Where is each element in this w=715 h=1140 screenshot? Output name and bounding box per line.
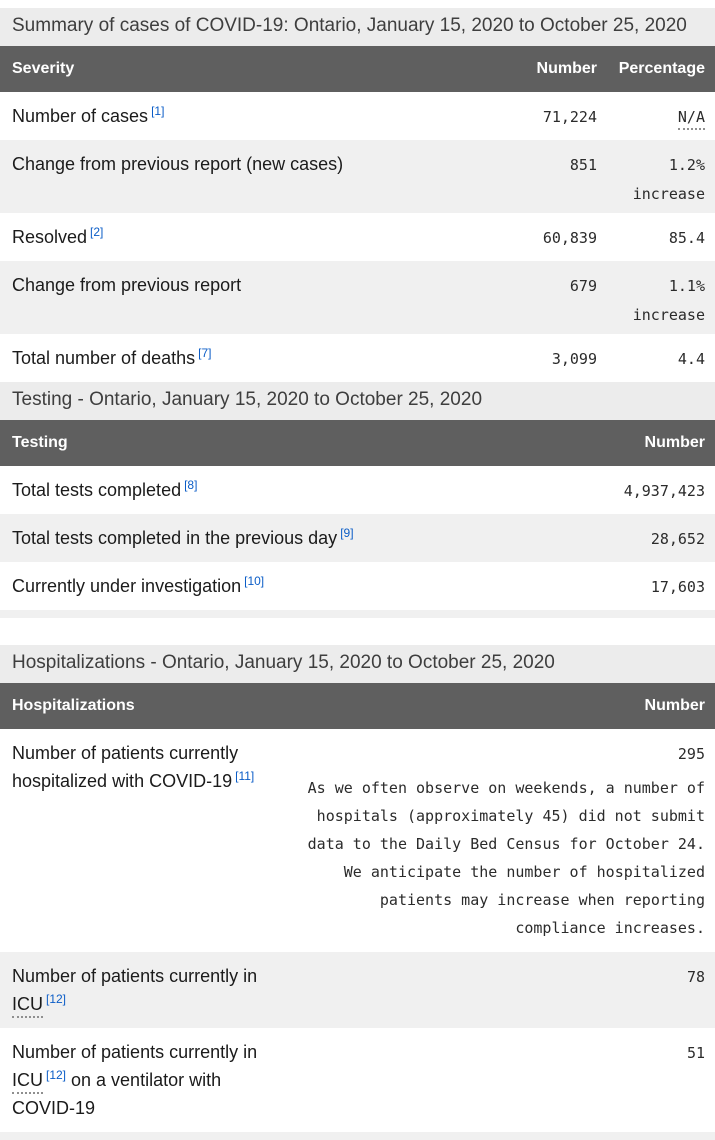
footnote-link-11[interactable]: [11] [235, 769, 255, 783]
cell-percentage: 4.4 [677, 350, 705, 368]
cell-number: 78 [686, 968, 705, 986]
row-label-tests-previous-day: Total tests completed in the previous da… [12, 526, 354, 548]
table-row: Change from previous report (new cases) … [0, 140, 715, 213]
table-row: Number of cases [1] 71,224 N/A [0, 92, 715, 140]
hospitalizations-table-caption: Hospitalizations - Ontario, January 15, … [0, 645, 715, 683]
top-spacer [0, 0, 715, 8]
cell-number: 17,603 [650, 578, 705, 596]
table-row: Resolved [2] 60,839 85.4 [0, 213, 715, 261]
summary-table-caption: Summary of cases of COVID-19: Ontario, J… [0, 8, 715, 46]
table-row: Change from previous report 679 1.1% incr… [0, 261, 715, 334]
row-label-number-of-cases: Number of cases [1] [12, 104, 165, 126]
table-row: Total number of deaths [7] 3,099 4.4 [0, 334, 715, 382]
hospitalizations-header-row: Hospitalizations Number [0, 683, 715, 729]
hospitalizations-col-hospitalizations: Hospitalizations [0, 683, 295, 729]
icu-abbr: ICU [12, 1070, 43, 1094]
cell-number: 28,652 [650, 530, 705, 548]
hospitalizations-col-number: Number [295, 683, 715, 729]
row-label-total-deaths: Total number of deaths [7] [12, 346, 212, 368]
cell-percentage: 1.2% increase [597, 140, 715, 213]
summary-header-row: Severity Number Percentage [0, 46, 715, 92]
cell-number: 679 [569, 277, 597, 295]
summary-col-number: Number [477, 46, 597, 92]
testing-table: Testing Number Total tests completed [8] … [0, 420, 715, 610]
table-row: Total tests completed in the previous da… [0, 514, 715, 562]
cell-number: 60,839 [542, 229, 597, 247]
cell-percentage: N/A [597, 92, 715, 140]
row-label-change-previous-report: Change from previous report [12, 275, 242, 295]
cell-number: 851 [569, 156, 597, 174]
table-row: Number of patients currently hospitalize… [0, 729, 715, 952]
table-row: Currently under investigation [10] 17,603 [0, 562, 715, 610]
table-row: Number of patients currently in ICU [12] … [0, 952, 715, 1028]
icu-abbr: ICU [12, 994, 43, 1018]
cell-number: 4,937,423 [623, 482, 705, 500]
section-gap [0, 618, 715, 645]
cell-number: 51 [686, 1044, 705, 1062]
row-label-resolved: Resolved [2] [12, 225, 104, 247]
row-label-under-investigation: Currently under investigation [10] [12, 574, 265, 596]
footnote-link-2[interactable]: [2] [90, 225, 104, 239]
hospitalizations-table: Hospitalizations Number Number of patien… [0, 683, 715, 1132]
footnote-link-12[interactable]: [12] [46, 1068, 67, 1082]
row-label-icu: Number of patients currently in ICU [12] [0, 952, 295, 1028]
hospitalization-reporting-note: As we often observe on weekends, a numbe… [307, 779, 705, 937]
row-label-hospitalized: Number of patients currently hospitalize… [12, 743, 255, 791]
row-label-change-new-cases: Change from previous report (new cases) [12, 154, 344, 174]
table-bottom-strip [0, 610, 715, 618]
testing-header-row: Testing Number [0, 420, 715, 466]
cell-percentage: 85.4 [668, 229, 705, 247]
cell-number: 295 As we often observe on weekends, a nu… [295, 729, 715, 952]
table-row: Total tests completed [8] 4,937,423 [0, 466, 715, 514]
footnote-link-8[interactable]: [8] [184, 478, 198, 492]
footnote-link-12[interactable]: [12] [46, 992, 67, 1006]
row-label-icu-ventilator: Number of patients currently in ICU [12] … [12, 1042, 258, 1118]
testing-table-caption: Testing - Ontario, January 15, 2020 to O… [0, 382, 715, 420]
footnote-link-9[interactable]: [9] [340, 526, 354, 540]
cell-percentage: 1.1% increase [597, 261, 715, 334]
footnote-link-7[interactable]: [7] [198, 346, 212, 360]
summary-col-severity: Severity [0, 46, 477, 92]
summary-cases-table: Severity Number Percentage Number of cas… [0, 46, 715, 382]
cell-number: 3,099 [551, 350, 597, 368]
row-label-total-tests: Total tests completed [8] [12, 478, 198, 500]
footnote-link-10[interactable]: [10] [244, 574, 265, 588]
cell-number: 71,224 [542, 108, 597, 126]
footnote-link-1[interactable]: [1] [151, 104, 165, 118]
testing-col-number: Number [565, 420, 715, 466]
testing-col-testing: Testing [0, 420, 565, 466]
table-row: Number of patients currently in ICU [12] … [0, 1028, 715, 1132]
na-abbr: N/A [677, 108, 705, 130]
table-bottom-strip [0, 1132, 715, 1140]
percentage-direction: increase [632, 185, 705, 203]
percentage-direction: increase [632, 306, 705, 324]
summary-col-percentage: Percentage [597, 46, 715, 92]
